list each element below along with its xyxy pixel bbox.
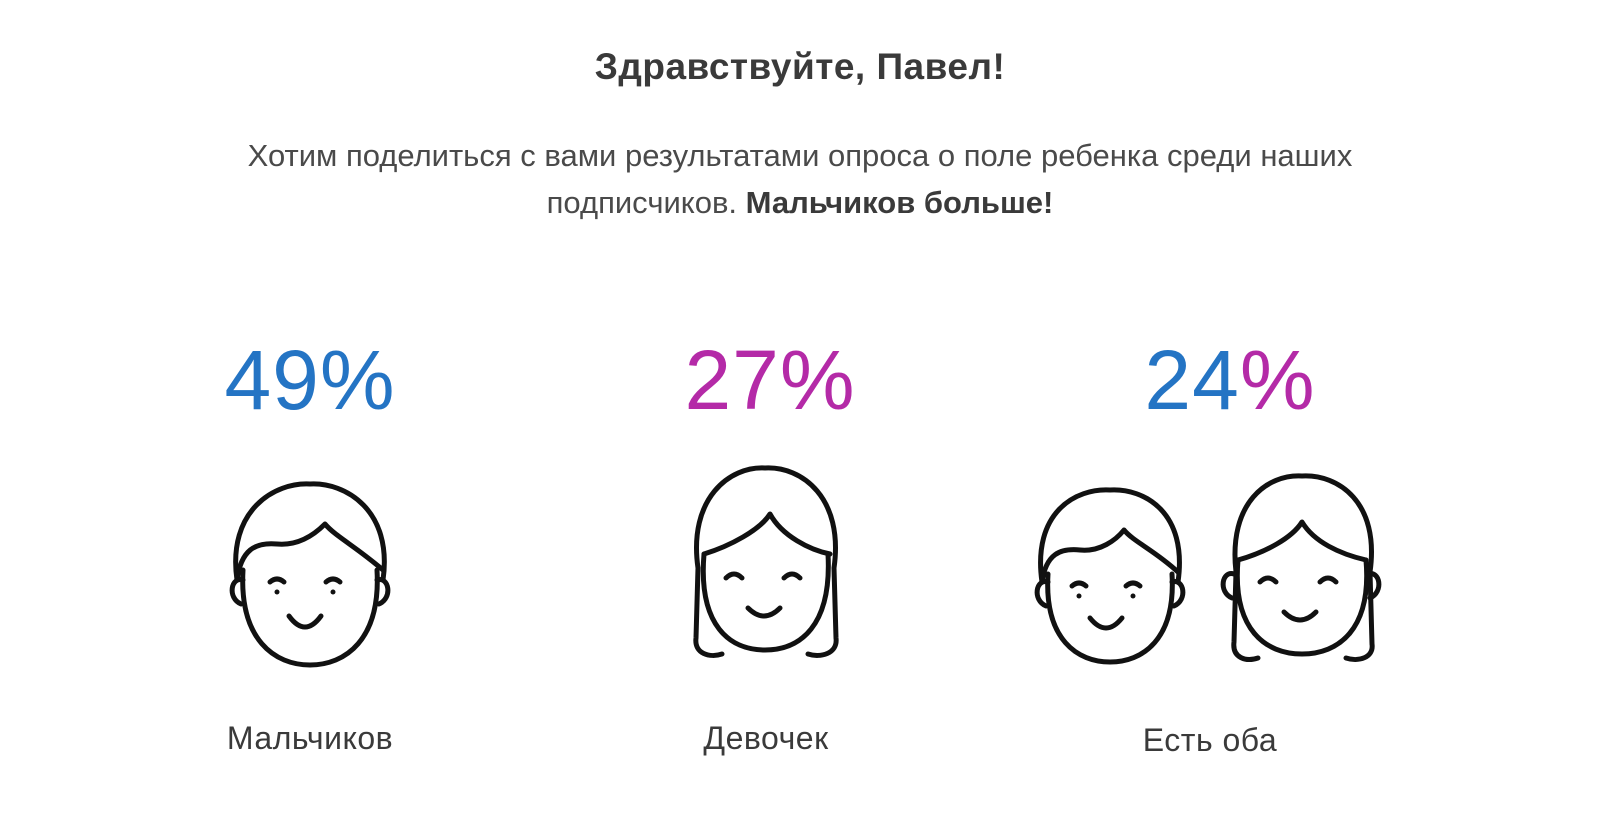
stat-both: 24% — [1030, 330, 1430, 758]
girl-face-icon-wrap — [570, 465, 970, 710]
girl-face-icon — [693, 465, 839, 658]
greeting-heading: Здравствуйте, Павел! — [594, 46, 1006, 87]
boys-label: Мальчиков — [226, 720, 394, 756]
both-percent-sign: % — [1239, 333, 1316, 427]
both-percent-number: 24 — [1144, 333, 1240, 427]
boy-face-icon — [229, 481, 391, 668]
boy-and-girl-faces-icon-wrap — [1030, 470, 1430, 710]
boy-face-icon-wrap — [110, 470, 510, 710]
girls-label: Девочек — [703, 720, 829, 756]
boys-percent: 49% — [224, 333, 396, 427]
stat-girls: 27% Девочек — [570, 330, 970, 756]
intro-emphasis: Мальчиков больше! — [745, 185, 1054, 220]
intro-paragraph: Хотим поделиться с вами результатами опр… — [170, 132, 1430, 226]
stat-boys: 49% Мальчиков — [110, 330, 510, 756]
both-label: Есть оба — [1142, 722, 1278, 758]
both-percent: 24% — [1030, 330, 1430, 430]
girls-percent: 27% — [684, 333, 856, 427]
boy-and-girl-faces-icon — [1034, 473, 1382, 665]
intro-text: Хотим поделиться с вами результатами опр… — [247, 138, 1353, 220]
